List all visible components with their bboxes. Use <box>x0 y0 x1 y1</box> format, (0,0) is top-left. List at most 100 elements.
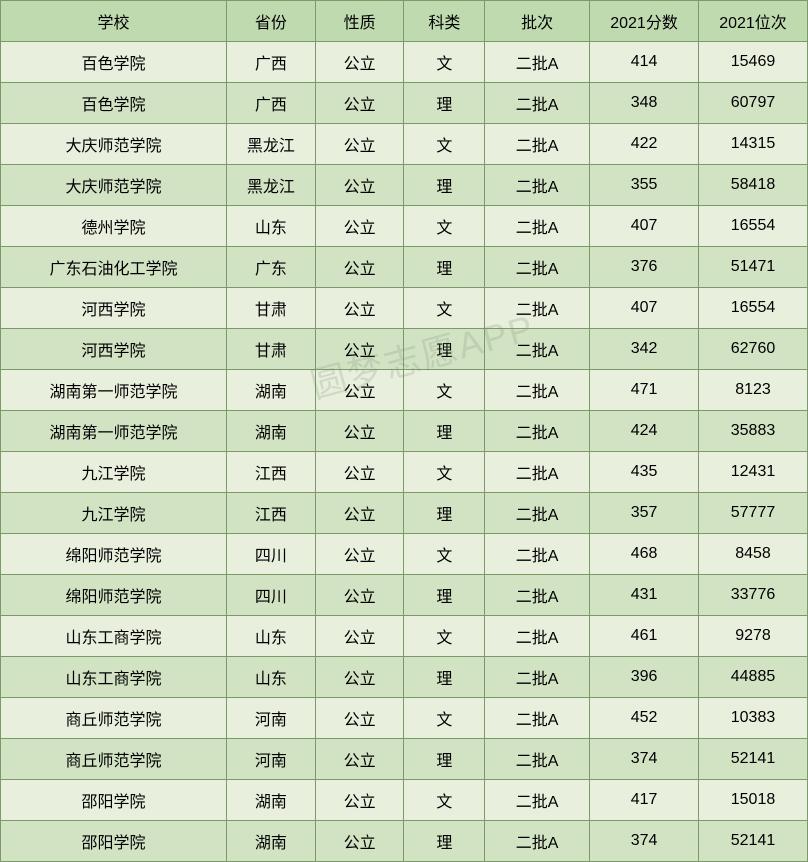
header-cell-score: 2021分数 <box>590 1 699 42</box>
table-row: 大庆师范学院黑龙江公立文二批A42214315 <box>1 124 808 165</box>
table-cell: 甘肃 <box>226 329 315 370</box>
table-cell: 44885 <box>699 657 808 698</box>
table-cell: 公立 <box>315 452 404 493</box>
table-cell: 九江学院 <box>1 452 227 493</box>
table-cell: 湖南 <box>226 411 315 452</box>
table-cell: 绵阳师范学院 <box>1 534 227 575</box>
table-row: 广东石油化工学院广东公立理二批A37651471 <box>1 247 808 288</box>
table-cell: 417 <box>590 780 699 821</box>
table-row: 大庆师范学院黑龙江公立理二批A35558418 <box>1 165 808 206</box>
table-cell: 51471 <box>699 247 808 288</box>
header-cell-rank: 2021位次 <box>699 1 808 42</box>
table-cell: 江西 <box>226 452 315 493</box>
table-cell: 10383 <box>699 698 808 739</box>
table-row: 百色学院广西公立理二批A34860797 <box>1 83 808 124</box>
table-cell: 河南 <box>226 698 315 739</box>
table-cell: 大庆师范学院 <box>1 124 227 165</box>
table-row: 九江学院江西公立理二批A35757777 <box>1 493 808 534</box>
table-cell: 公立 <box>315 206 404 247</box>
table-cell: 16554 <box>699 288 808 329</box>
header-cell-province: 省份 <box>226 1 315 42</box>
table-cell: 四川 <box>226 575 315 616</box>
table-cell: 理 <box>404 821 485 862</box>
table-cell: 甘肃 <box>226 288 315 329</box>
table-cell: 348 <box>590 83 699 124</box>
table-cell: 二批A <box>485 124 590 165</box>
table-cell: 理 <box>404 83 485 124</box>
table-cell: 二批A <box>485 247 590 288</box>
table-row: 绵阳师范学院四川公立文二批A4688458 <box>1 534 808 575</box>
table-cell: 广东石油化工学院 <box>1 247 227 288</box>
table-cell: 二批A <box>485 206 590 247</box>
table-row: 河西学院甘肃公立理二批A34262760 <box>1 329 808 370</box>
table-cell: 二批A <box>485 370 590 411</box>
table-cell: 理 <box>404 411 485 452</box>
table-cell: 理 <box>404 739 485 780</box>
table-cell: 公立 <box>315 739 404 780</box>
table-cell: 理 <box>404 657 485 698</box>
table-row: 商丘师范学院河南公立文二批A45210383 <box>1 698 808 739</box>
table-cell: 407 <box>590 206 699 247</box>
table-cell: 二批A <box>485 821 590 862</box>
table-cell: 16554 <box>699 206 808 247</box>
table-cell: 河南 <box>226 739 315 780</box>
table-cell: 407 <box>590 288 699 329</box>
table-cell: 文 <box>404 780 485 821</box>
header-cell-school: 学校 <box>1 1 227 42</box>
table-cell: 15469 <box>699 42 808 83</box>
table-row: 德州学院山东公立文二批A40716554 <box>1 206 808 247</box>
table-cell: 35883 <box>699 411 808 452</box>
table-row: 湖南第一师范学院湖南公立理二批A42435883 <box>1 411 808 452</box>
table-row: 百色学院广西公立文二批A41415469 <box>1 42 808 83</box>
table-header: 学校 省份 性质 科类 批次 2021分数 2021位次 <box>1 1 808 42</box>
table-row: 邵阳学院湖南公立理二批A37452141 <box>1 821 808 862</box>
table-cell: 二批A <box>485 288 590 329</box>
table-cell: 公立 <box>315 493 404 534</box>
table-cell: 黑龙江 <box>226 124 315 165</box>
table-cell: 15018 <box>699 780 808 821</box>
header-cell-nature: 性质 <box>315 1 404 42</box>
table-cell: 绵阳师范学院 <box>1 575 227 616</box>
table-row: 九江学院江西公立文二批A43512431 <box>1 452 808 493</box>
table-cell: 374 <box>590 739 699 780</box>
table-cell: 湖南第一师范学院 <box>1 411 227 452</box>
table-cell: 河西学院 <box>1 288 227 329</box>
table-cell: 百色学院 <box>1 83 227 124</box>
table-body: 百色学院广西公立文二批A41415469百色学院广西公立理二批A34860797… <box>1 42 808 862</box>
table-row: 河西学院甘肃公立文二批A40716554 <box>1 288 808 329</box>
table-cell: 二批A <box>485 452 590 493</box>
table-cell: 公立 <box>315 575 404 616</box>
table-cell: 江西 <box>226 493 315 534</box>
table-cell: 山东 <box>226 616 315 657</box>
table-cell: 8458 <box>699 534 808 575</box>
header-row: 学校 省份 性质 科类 批次 2021分数 2021位次 <box>1 1 808 42</box>
table-cell: 9278 <box>699 616 808 657</box>
table-cell: 湖南 <box>226 780 315 821</box>
table-row: 商丘师范学院河南公立理二批A37452141 <box>1 739 808 780</box>
table-cell: 山东 <box>226 206 315 247</box>
table-cell: 广东 <box>226 247 315 288</box>
table-cell: 山东 <box>226 657 315 698</box>
table-cell: 九江学院 <box>1 493 227 534</box>
table-cell: 广西 <box>226 42 315 83</box>
table-cell: 邵阳学院 <box>1 821 227 862</box>
table-cell: 60797 <box>699 83 808 124</box>
table-cell: 342 <box>590 329 699 370</box>
table-cell: 公立 <box>315 370 404 411</box>
table-cell: 湖南 <box>226 370 315 411</box>
header-cell-category: 科类 <box>404 1 485 42</box>
table-cell: 公立 <box>315 780 404 821</box>
table-cell: 二批A <box>485 575 590 616</box>
data-table: 学校 省份 性质 科类 批次 2021分数 2021位次 百色学院广西公立文二批… <box>0 0 808 862</box>
table-cell: 422 <box>590 124 699 165</box>
table-cell: 商丘师范学院 <box>1 698 227 739</box>
table-cell: 二批A <box>485 739 590 780</box>
table-cell: 文 <box>404 288 485 329</box>
table-cell: 424 <box>590 411 699 452</box>
table-cell: 公立 <box>315 124 404 165</box>
table-cell: 52141 <box>699 821 808 862</box>
table-cell: 邵阳学院 <box>1 780 227 821</box>
table-cell: 文 <box>404 534 485 575</box>
table-cell: 二批A <box>485 657 590 698</box>
table-cell: 公立 <box>315 821 404 862</box>
